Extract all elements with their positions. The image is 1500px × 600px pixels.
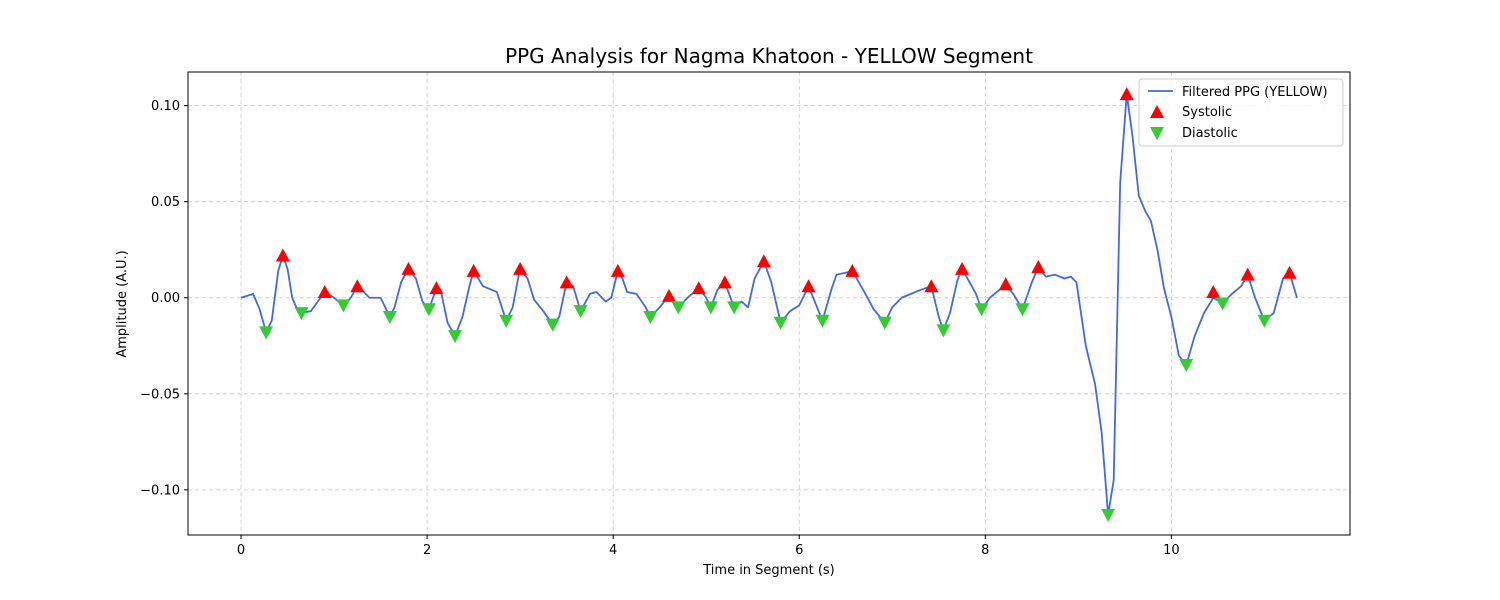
systolic-peak-marker [559,275,574,289]
legend-diastolic-swatch [1150,127,1164,140]
diastolic-trough-marker [1257,314,1272,328]
systolic-peak-marker [429,281,444,295]
diastolic-trough-marker [448,330,463,344]
diastolic-trough-marker [727,301,742,315]
y-tick-label: −0.10 [140,483,180,498]
diastolic-trough-marker [499,314,514,328]
axis-ticks: 0 2 4 6 8 10 −0.10 −0.05 0.00 0.05 0.10 [140,99,1179,558]
plot-area [240,87,1298,522]
diastolic-trough-marker [545,318,560,332]
systolic-peak-marker [1240,267,1255,281]
diastolic-trough-marker [382,310,397,324]
x-tick-label: 0 [237,543,245,558]
plot-frame [187,71,1351,536]
systolic-peak-marker [513,261,528,275]
y-axis-label: Amplitude (A.U.) [115,250,130,357]
diastolic-trough-marker [936,324,951,338]
diastolic-trough-marker [815,314,830,328]
y-tick-label: 0.00 [151,291,180,306]
diastolic-trough-marker [573,305,588,319]
systolic-peak-marker [691,281,706,295]
y-tick-label: −0.05 [140,387,180,402]
systolic-peak-marker [466,263,481,277]
diastolic-trough-marker [1215,297,1230,311]
x-tick-label: 2 [423,543,431,558]
x-tick-label: 10 [1163,543,1180,558]
legend: Filtered PPG (YELLOW) Systolic Diastolic [1138,78,1344,147]
x-tick-label: 8 [981,543,989,558]
systolic-peak-marker [1031,259,1046,273]
systolic-peak-marker [317,284,332,298]
systolic-peak-marker [955,261,970,275]
legend-systolic-swatch [1150,105,1164,118]
diastolic-trough-marker [259,326,274,340]
diastolic-trough-marker [294,307,309,321]
diastolic-trough-marker [1015,303,1030,317]
systolic-peak-marker [401,261,416,275]
systolic-peak-marker [924,279,939,293]
systolic-peak-marker [1282,265,1297,279]
systolic-peak-marker [610,263,625,277]
systolic-peak-marker [1119,87,1134,101]
systolic-peak-marker [1206,284,1221,298]
legend-label-diastolic: Diastolic [1182,126,1238,141]
systolic-peak-marker [845,263,860,277]
y-tick-label: 0.10 [151,99,180,114]
chart-title: PPG Analysis for Nagma Khatoon - YELLOW … [505,44,1033,68]
y-tick-label: 0.05 [151,195,180,210]
systolic-peak-marker [998,277,1013,291]
x-axis-label: Time in Segment (s) [702,563,834,578]
systolic-peak-marker [350,279,365,293]
systolic-peak-marker [717,275,732,289]
ppg-signal-line [240,93,1298,516]
legend-box [1138,78,1344,147]
diastolic-trough-marker [671,301,686,315]
diastolic-trough-marker [877,316,892,330]
systolic-peak-marker [756,254,771,268]
diastolic-trough-marker [421,303,436,317]
diastolic-trough-marker [1101,508,1116,522]
legend-label-systolic: Systolic [1182,105,1232,120]
x-tick-label: 4 [609,543,617,558]
systolic-peak-marker [661,288,676,302]
diastolic-trough-marker [974,303,989,317]
x-tick-label: 6 [795,543,803,558]
diastolic-trough-marker [1179,358,1194,372]
systolic-peak-marker [801,279,816,293]
diastolic-trough-marker [773,316,788,330]
diastolic-trough-marker [643,310,658,324]
diastolic-trough-marker [336,299,351,313]
diastolic-trough-marker [703,301,718,315]
legend-label-signal: Filtered PPG (YELLOW) [1182,85,1328,100]
systolic-peak-marker [275,248,290,262]
